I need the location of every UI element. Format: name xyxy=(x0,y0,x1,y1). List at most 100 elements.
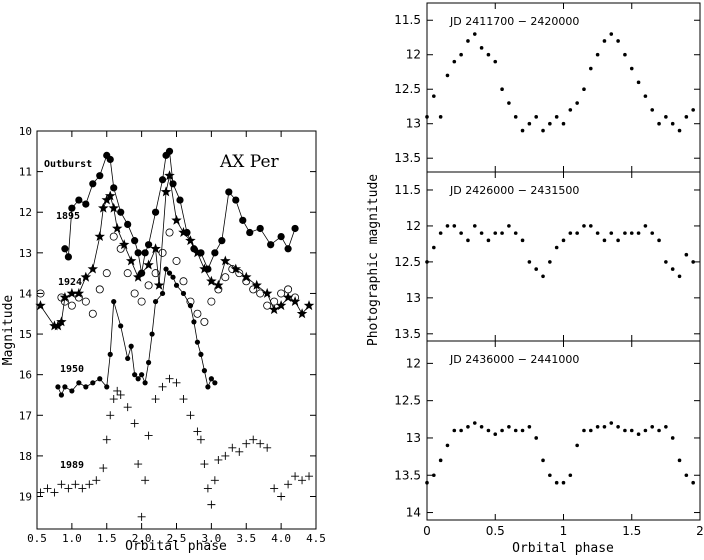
data-point xyxy=(143,259,154,270)
data-point xyxy=(179,395,188,404)
data-point xyxy=(81,297,90,306)
data-point xyxy=(125,355,131,362)
right-y-tick-label: 13 xyxy=(406,117,421,131)
data-point xyxy=(513,428,518,433)
right-panel-label: JD 2436000 − 2441000 xyxy=(449,353,579,366)
data-point xyxy=(616,39,620,43)
data-point xyxy=(670,267,675,271)
data-point xyxy=(636,432,641,437)
data-point xyxy=(212,380,218,386)
data-point xyxy=(609,32,614,36)
data-point xyxy=(60,297,69,306)
right-y-tick-label: 12.5 xyxy=(394,394,421,408)
data-point xyxy=(664,260,668,264)
data-point xyxy=(466,238,470,243)
data-point xyxy=(203,484,212,493)
data-point xyxy=(116,390,125,399)
right-x-axis-label: Orbital phase xyxy=(512,541,614,555)
data-point xyxy=(486,52,491,57)
data-point xyxy=(459,428,463,433)
data-point xyxy=(256,289,265,298)
data-point xyxy=(684,473,689,478)
data-point xyxy=(201,368,207,374)
left-x-tick-label: 4.5 xyxy=(306,532,326,545)
data-point xyxy=(548,260,552,264)
data-point xyxy=(664,424,668,429)
data-point xyxy=(438,231,443,235)
data-point xyxy=(534,115,538,119)
data-point xyxy=(88,309,97,318)
data-point xyxy=(541,128,545,133)
data-point xyxy=(623,231,627,235)
data-point xyxy=(228,265,237,274)
left-x-tick-label: 2.5 xyxy=(167,532,187,545)
data-point xyxy=(142,380,148,386)
data-point xyxy=(466,424,470,429)
data-point xyxy=(249,285,258,294)
data-point xyxy=(643,94,648,98)
right-panel-2: 11.5 12 12.5 13 13.5 JD 2426000 − 2431500 xyxy=(394,171,701,342)
data-point xyxy=(153,279,165,290)
right-y-tick-label: 11.5 xyxy=(394,13,421,27)
data-point xyxy=(109,395,118,404)
data-point xyxy=(193,427,202,436)
right-panel-3: 12 12.5 13 13.5 140 0.5 1 1.5 2 JD 2436000 − 2441… xyxy=(394,340,704,538)
data-point xyxy=(135,376,141,382)
data-point xyxy=(128,343,134,349)
data-point xyxy=(62,384,68,390)
data-point xyxy=(582,224,586,228)
data-point xyxy=(131,237,139,245)
data-point xyxy=(623,428,627,433)
data-point xyxy=(445,443,450,448)
data-point xyxy=(305,472,314,481)
data-point xyxy=(534,436,538,440)
data-point xyxy=(207,297,216,306)
data-point xyxy=(57,480,66,489)
data-point xyxy=(52,320,64,331)
left-series-layer xyxy=(35,147,315,521)
data-point xyxy=(432,245,436,250)
data-point xyxy=(479,231,484,235)
right-panel-1: 11.5 12 12.5 13 13.5 JD 2411700 − 2420000 xyxy=(394,2,701,173)
right-panel-points xyxy=(425,224,695,279)
right-panel-frame xyxy=(426,2,701,173)
left-x-ticks: 0.5 1.0 1.5 2.0 2.5 3.0 3.5 4.0 4.5 xyxy=(27,131,326,545)
data-point xyxy=(643,224,648,228)
data-point xyxy=(150,243,161,254)
data-point xyxy=(256,439,265,448)
data-point xyxy=(87,263,98,274)
data-point xyxy=(68,204,76,212)
data-point xyxy=(123,403,132,412)
data-point xyxy=(575,443,579,448)
data-point xyxy=(151,395,160,404)
data-point xyxy=(589,428,593,433)
data-point xyxy=(83,384,89,390)
annotation-1950: 1950 xyxy=(60,364,84,375)
data-point xyxy=(284,480,293,489)
left-x-tick-label: 3.0 xyxy=(201,532,221,545)
data-point xyxy=(71,480,80,489)
data-point xyxy=(106,411,115,420)
data-point xyxy=(277,289,286,298)
data-point xyxy=(239,216,247,224)
data-point xyxy=(137,297,146,306)
data-point xyxy=(172,256,181,265)
left-y-tick-label: 10 xyxy=(19,125,32,138)
data-point xyxy=(275,300,287,311)
data-point xyxy=(582,428,586,433)
data-point xyxy=(303,300,315,311)
data-point xyxy=(602,424,607,429)
data-point xyxy=(89,180,97,188)
data-point xyxy=(199,263,210,274)
data-point xyxy=(58,392,65,398)
left-y-tick-label: 16 xyxy=(19,369,32,382)
data-point xyxy=(241,271,252,282)
series-1950 xyxy=(55,266,218,398)
data-point xyxy=(520,428,525,433)
data-point xyxy=(500,87,504,92)
data-point xyxy=(479,46,484,50)
data-point xyxy=(158,248,167,257)
data-point xyxy=(118,323,124,329)
